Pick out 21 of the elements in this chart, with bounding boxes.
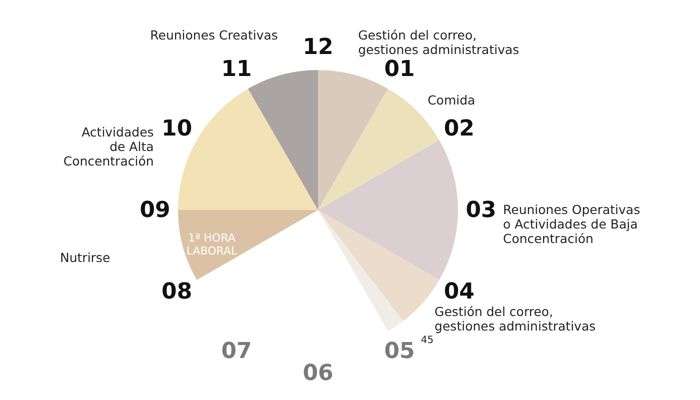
text: 09 bbox=[140, 198, 170, 223]
text: 01 bbox=[384, 56, 415, 82]
text: 04 bbox=[444, 280, 474, 304]
text: 10 bbox=[162, 116, 192, 142]
text: 12 bbox=[302, 35, 334, 60]
slice-label: Reuniones Operativas o Actividades de Baja Concentración bbox=[503, 202, 640, 246]
slice-label: Comida bbox=[428, 92, 476, 108]
text: 07 bbox=[221, 339, 252, 364]
text: 02 bbox=[444, 116, 474, 142]
text: 45 bbox=[420, 335, 434, 346]
slice-label: 1ª HORA LABORAL bbox=[186, 231, 238, 258]
text: 08 bbox=[162, 280, 192, 304]
slice-label: Gestión del correo, gestiones administrativas bbox=[434, 304, 596, 334]
slice-label: Reuniones Creativas bbox=[150, 27, 278, 42]
text: Nutrirse bbox=[60, 250, 110, 265]
text: 05 bbox=[384, 339, 415, 364]
slice-label: Actividades de Alta Concentración bbox=[63, 124, 154, 168]
text: 03 bbox=[466, 198, 496, 223]
text: 06 bbox=[302, 361, 334, 386]
slice-label: Gestión del correo, gestiones administrativas bbox=[358, 27, 520, 57]
text: 11 bbox=[221, 56, 252, 82]
